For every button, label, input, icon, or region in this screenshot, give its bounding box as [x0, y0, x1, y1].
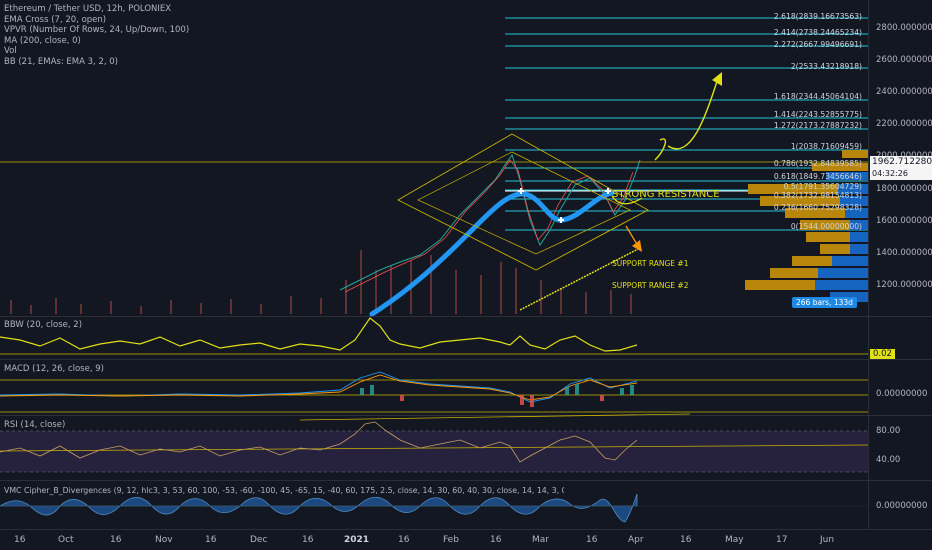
price-tick: 2800.00000000 — [876, 23, 932, 33]
time-tick: Nov — [155, 535, 173, 545]
rsi-axis[interactable] — [868, 416, 932, 480]
fib-label: 0.382(1732.98154813) — [773, 191, 862, 200]
fib-label: 0.236(1660.75298328) — [773, 203, 862, 212]
time-tick: 16 — [110, 535, 122, 545]
legend-vol[interactable]: Vol — [4, 46, 17, 56]
fib-label: 2.618(2839.16673563) — [773, 12, 862, 21]
time-tick: Jun — [820, 535, 835, 545]
fib-label: 0.618(1849.73456646) — [773, 172, 862, 181]
support-range-1-label: SUPPORT RANGE #1 — [612, 259, 689, 268]
legend-bb[interactable]: BB (21, EMAs: EMA 3, 2, 0) — [4, 56, 118, 67]
time-tick: 16 — [14, 535, 26, 545]
fib-label: 1.272(2173.27887232) — [773, 121, 862, 130]
time-tick: 17 — [776, 535, 788, 545]
bbw-legend[interactable]: BBW (20, close, 2) — [4, 320, 83, 330]
time-tick: Oct — [58, 535, 74, 545]
time-tick: 16 — [205, 535, 217, 545]
price-tick: 1800.00000000 — [876, 184, 932, 194]
fib-label: 2.414(2738.24465234) — [773, 28, 862, 37]
down-arrow — [625, 225, 639, 247]
symbol-title[interactable]: Ethereum / Tether USD, 12h, POLONIEX — [4, 4, 172, 14]
diamond-pattern — [397, 133, 649, 271]
time-tick: 16 — [302, 535, 314, 545]
time-tick: Feb — [443, 535, 459, 545]
support-line-1 — [519, 247, 641, 311]
time-tick: Dec — [250, 535, 268, 545]
legend-ma[interactable]: MA (200, close, 0) — [4, 35, 81, 46]
price-tick: 2400.00000000 — [876, 87, 932, 97]
fib-label: 1.414(2243.52855775) — [773, 110, 862, 119]
support-range-2-label: SUPPORT RANGE #2 — [612, 281, 689, 290]
current-price-label: 1962.71228084 04:32:26 — [870, 156, 932, 180]
fib-label: 2.272(2667.99496691) — [773, 40, 862, 49]
price-tick: 1400.00000000 — [876, 248, 932, 258]
vmc-legend[interactable]: VMC Cipher_B_Divergences (9, 12, hlc3, 3… — [4, 486, 564, 495]
bars-range-badge: 266 bars, 133d — [792, 297, 857, 308]
ema-curve — [369, 190, 615, 317]
time-tick: Apr — [628, 535, 644, 545]
vmc-value: 0.00000000 — [876, 501, 928, 511]
fib-label: 0.786(1932.84839585) — [773, 159, 862, 168]
bbw-value: 0.02 — [870, 349, 895, 359]
price-axis[interactable] — [868, 0, 932, 316]
price-tick: 1600.00000000 — [876, 216, 932, 226]
projection-arrow — [654, 77, 719, 161]
chart-legend: Ethereum / Tether USD, 12h, POLONIEX EMA… — [4, 4, 189, 67]
fib-label: 1(2038.71609459) — [790, 142, 862, 151]
price-tick: 1200.00000000 — [876, 280, 932, 290]
fib-label: 0.5(1791.35604729) — [783, 182, 862, 191]
countdown-timer: 04:32:26 — [872, 169, 908, 178]
fib-label: 1.618(2344.45064104) — [773, 92, 862, 101]
legend-vpvr[interactable]: VPVR (Number Of Rows, 24, Up/Down, 100) — [4, 25, 190, 35]
price-tick: 2600.00000000 — [876, 55, 932, 65]
bbw-axis[interactable] — [868, 317, 932, 359]
price-pane[interactable] — [0, 0, 932, 316]
time-tick: 16 — [490, 535, 502, 545]
time-tick: 16 — [398, 535, 410, 545]
time-axis[interactable] — [0, 530, 932, 550]
price-tick: 2200.00000000 — [876, 119, 932, 129]
strong-resistance-label: STRONG RESISTANCE — [612, 189, 720, 200]
time-tick: Mar — [532, 535, 549, 545]
time-tick: 16 — [586, 535, 598, 545]
current-price-value: 1962.71228084 — [872, 157, 932, 167]
macd-legend[interactable]: MACD (12, 26, close, 9) — [4, 364, 104, 374]
macd-axis[interactable] — [868, 360, 932, 415]
macd-value: 0.00000000 — [876, 389, 928, 399]
time-tick: 16 — [680, 535, 692, 545]
volume-bars — [10, 250, 632, 314]
legend-ema-cross[interactable]: EMA Cross (7, 20, open) — [4, 14, 107, 25]
rsi-tick: 80.00 — [876, 426, 901, 436]
rsi-tick: 40.00 — [876, 455, 901, 465]
rsi-legend[interactable]: RSI (14, close) — [4, 420, 66, 430]
time-tick: 2021 — [344, 535, 370, 545]
vmc-axis[interactable] — [868, 481, 932, 529]
fib-label: 0(1544.00000000) — [790, 222, 862, 231]
rsi-band — [0, 431, 868, 472]
time-tick: May — [725, 535, 744, 545]
fib-label: 2(2533.43218918) — [790, 62, 862, 71]
